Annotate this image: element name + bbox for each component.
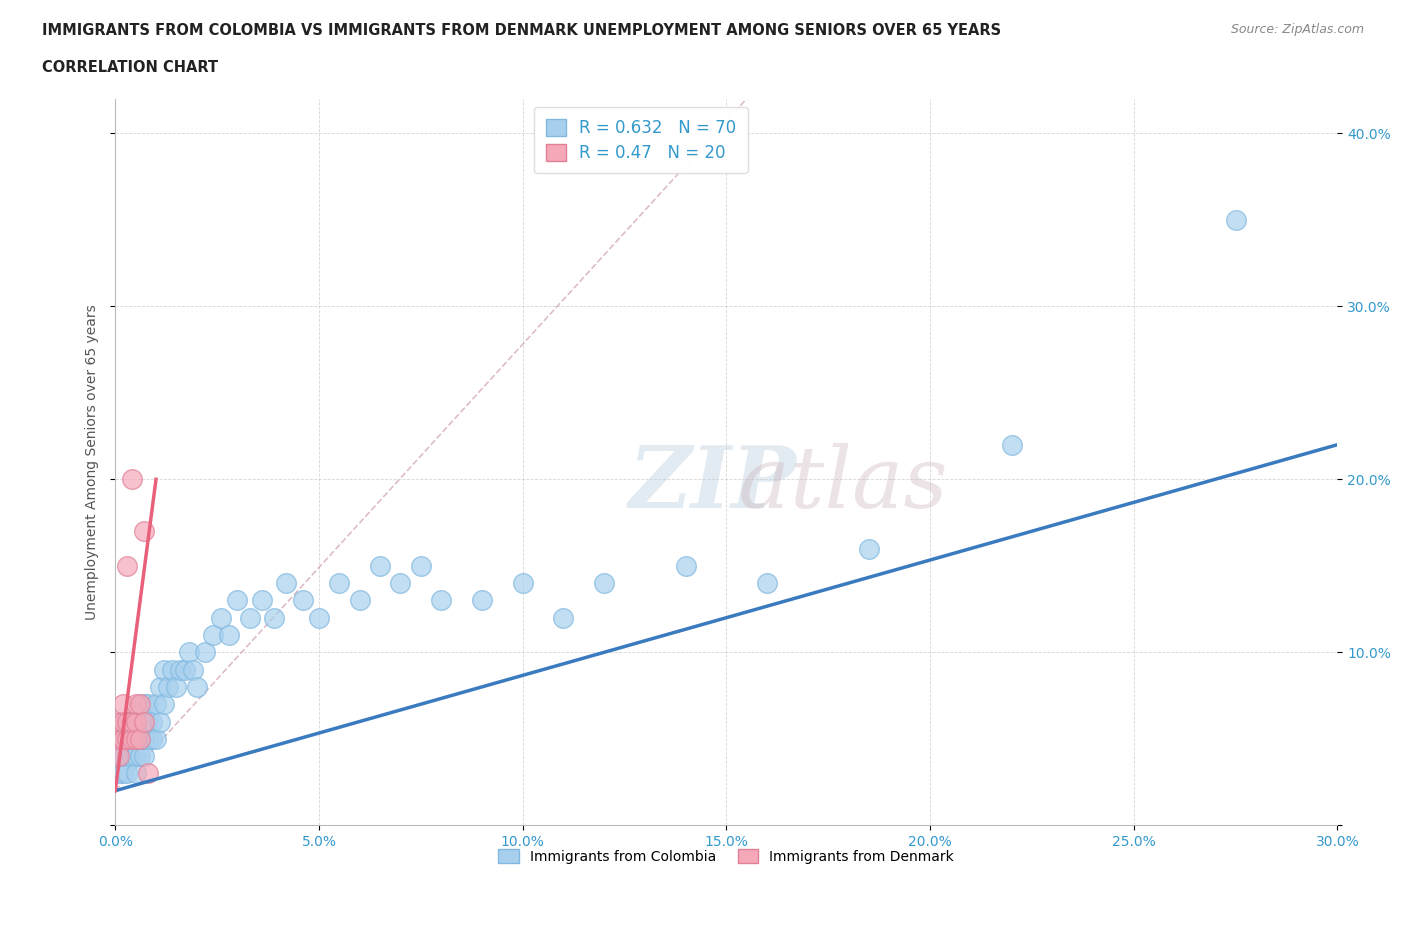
Point: [117, 731, 139, 746]
Text: ZIP: ZIP: [628, 442, 796, 525]
Point: [121, 749, 143, 764]
Text: CORRELATION CHART: CORRELATION CHART: [42, 60, 218, 75]
Point: [112, 766, 135, 781]
Point: [1000, 437, 1022, 452]
Point: [117, 714, 139, 729]
Point: [112, 697, 135, 711]
Point: [121, 472, 143, 486]
Point: [349, 593, 371, 608]
Point: [409, 558, 432, 573]
Point: [132, 714, 155, 729]
Point: [132, 697, 155, 711]
Point: [132, 714, 155, 729]
Point: [117, 731, 139, 746]
Point: [128, 697, 150, 711]
Point: [157, 680, 180, 695]
Point: [108, 714, 131, 729]
Point: [593, 576, 616, 591]
Point: [153, 662, 176, 677]
Point: [124, 714, 146, 729]
Point: [173, 662, 195, 677]
Point: [209, 610, 232, 625]
Point: [250, 593, 273, 608]
Point: [128, 749, 150, 764]
Point: [1225, 212, 1247, 227]
Point: [132, 731, 155, 746]
Point: [145, 731, 167, 746]
Point: [308, 610, 330, 625]
Point: [136, 714, 159, 729]
Point: [112, 714, 135, 729]
Point: [117, 714, 139, 729]
Point: [121, 731, 143, 746]
Point: [291, 593, 314, 608]
Point: [263, 610, 285, 625]
Point: [239, 610, 262, 625]
Text: atlas: atlas: [628, 443, 948, 525]
Point: [553, 610, 575, 625]
Point: [149, 714, 172, 729]
Point: [112, 731, 135, 746]
Point: [117, 558, 139, 573]
Point: [149, 680, 172, 695]
Point: [121, 714, 143, 729]
Text: IMMIGRANTS FROM COLOMBIA VS IMMIGRANTS FROM DENMARK UNEMPLOYMENT AMONG SENIORS O: IMMIGRANTS FROM COLOMBIA VS IMMIGRANTS F…: [42, 23, 1001, 38]
Point: [124, 749, 146, 764]
Point: [368, 558, 391, 573]
Point: [756, 576, 779, 591]
Point: [132, 524, 155, 538]
Point: [177, 644, 200, 659]
Point: [132, 749, 155, 764]
Point: [181, 662, 204, 677]
Point: [117, 766, 139, 781]
Point: [430, 593, 453, 608]
Point: [128, 731, 150, 746]
Point: [112, 714, 135, 729]
Point: [108, 731, 131, 746]
Point: [112, 731, 135, 746]
Point: [202, 628, 225, 643]
Point: [121, 731, 143, 746]
Point: [124, 714, 146, 729]
Point: [471, 593, 494, 608]
Point: [108, 766, 131, 781]
Point: [136, 697, 159, 711]
Point: [141, 731, 163, 746]
Point: [124, 731, 146, 746]
Point: [218, 628, 240, 643]
Point: [124, 731, 146, 746]
Point: [858, 541, 880, 556]
Point: [141, 714, 163, 729]
Point: [112, 749, 135, 764]
Point: [117, 749, 139, 764]
Point: [186, 680, 208, 695]
Point: [145, 697, 167, 711]
Point: [194, 644, 217, 659]
Text: Source: ZipAtlas.com: Source: ZipAtlas.com: [1230, 23, 1364, 36]
Point: [108, 749, 131, 764]
Y-axis label: Unemployment Among Seniors over 65 years: Unemployment Among Seniors over 65 years: [86, 304, 100, 620]
Point: [128, 714, 150, 729]
Point: [389, 576, 412, 591]
Point: [328, 576, 350, 591]
Point: [512, 576, 534, 591]
Point: [124, 766, 146, 781]
Point: [153, 697, 176, 711]
Point: [226, 593, 249, 608]
Point: [108, 731, 131, 746]
Legend: Immigrants from Colombia, Immigrants from Denmark: Immigrants from Colombia, Immigrants fro…: [494, 844, 960, 870]
Point: [169, 662, 191, 677]
Point: [136, 766, 159, 781]
Point: [108, 749, 131, 764]
Point: [136, 731, 159, 746]
Point: [124, 697, 146, 711]
Point: [121, 714, 143, 729]
Point: [162, 662, 184, 677]
Point: [165, 680, 187, 695]
Point: [276, 576, 298, 591]
Point: [675, 558, 697, 573]
Point: [128, 731, 150, 746]
